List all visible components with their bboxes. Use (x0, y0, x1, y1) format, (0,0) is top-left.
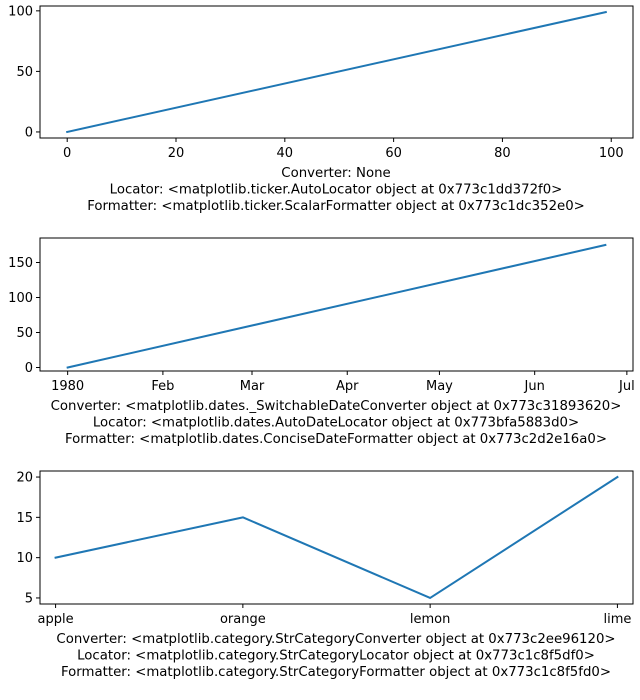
x-tick-label: Jul (618, 379, 635, 394)
y-tick-label: 0 (25, 125, 33, 140)
x-tick-label: apple (38, 612, 74, 627)
x-tick-label: lemon (410, 612, 450, 627)
x-axis-label-line: Formatter: <matplotlib.dates.ConciseDate… (65, 432, 607, 447)
x-tick-label: May (426, 379, 453, 394)
x-axis-label-line: Locator: <matplotlib.dates.AutoDateLocat… (93, 416, 579, 431)
y-tick-label: 100 (8, 4, 33, 19)
y-tick-label: 20 (16, 471, 33, 486)
x-tick-label: 100 (599, 146, 624, 161)
x-axis-label-line: Locator: <matplotlib.category.StrCategor… (77, 649, 595, 664)
y-tick-label: 50 (16, 65, 33, 80)
chart-2: 1980 Feb Mar Apr May Jun Jul 0 50 100 150 Converter… (8, 237, 635, 447)
x-axis-label-line: Formatter: <matplotlib.category.StrCateg… (61, 665, 611, 680)
y-tick-label: 100 (8, 291, 33, 306)
x-axis-label-line: Converter: <matplotlib.category.StrCateg… (56, 632, 615, 647)
x-tick-label: Jun (524, 379, 545, 394)
y-tick-label: 150 (8, 256, 33, 271)
x-tick-label: Mar (240, 379, 265, 394)
y-tick-label: 0 (25, 361, 33, 376)
x-axis-label-line: Locator: <matplotlib.ticker.AutoLocator … (110, 183, 563, 198)
series-line-1 (66, 243, 607, 369)
x-axis-label-line: Formatter: <matplotlib.ticker.ScalarForm… (87, 199, 585, 214)
axes-frame (39, 470, 634, 605)
x-axis-label-line: Converter: <matplotlib.dates._Switchable… (51, 399, 622, 414)
x-tick-label: orange (220, 612, 266, 627)
x-tick-label: 1980 (51, 379, 84, 394)
x-tick-label: Apr (336, 379, 359, 394)
y-tick-label: 50 (16, 326, 33, 341)
y-tick-label: 10 (16, 551, 33, 566)
x-tick-label: lime (603, 612, 631, 627)
y-tick-label: 5 (25, 591, 33, 606)
x-tick-label: 40 (277, 146, 294, 161)
axes-frame (39, 237, 634, 372)
x-tick-label: 60 (385, 146, 402, 161)
axes-frame (39, 5, 634, 139)
x-tick-label: 20 (168, 146, 185, 161)
x-tick-label: 80 (494, 146, 511, 161)
chart-3: apple orange lemon lime 5 10 15 20 Converter: <m… (16, 470, 634, 680)
series-line-1 (54, 475, 619, 599)
x-tick-label: 0 (63, 146, 71, 161)
chart-1: 0 20 40 60 80 100 0 50 100 Converter: None Locator… (8, 4, 634, 214)
series-line-1 (66, 10, 607, 134)
x-axis-label-line: Converter: None (281, 166, 390, 181)
x-tick-label: Feb (151, 379, 174, 394)
y-tick-label: 15 (16, 511, 33, 526)
